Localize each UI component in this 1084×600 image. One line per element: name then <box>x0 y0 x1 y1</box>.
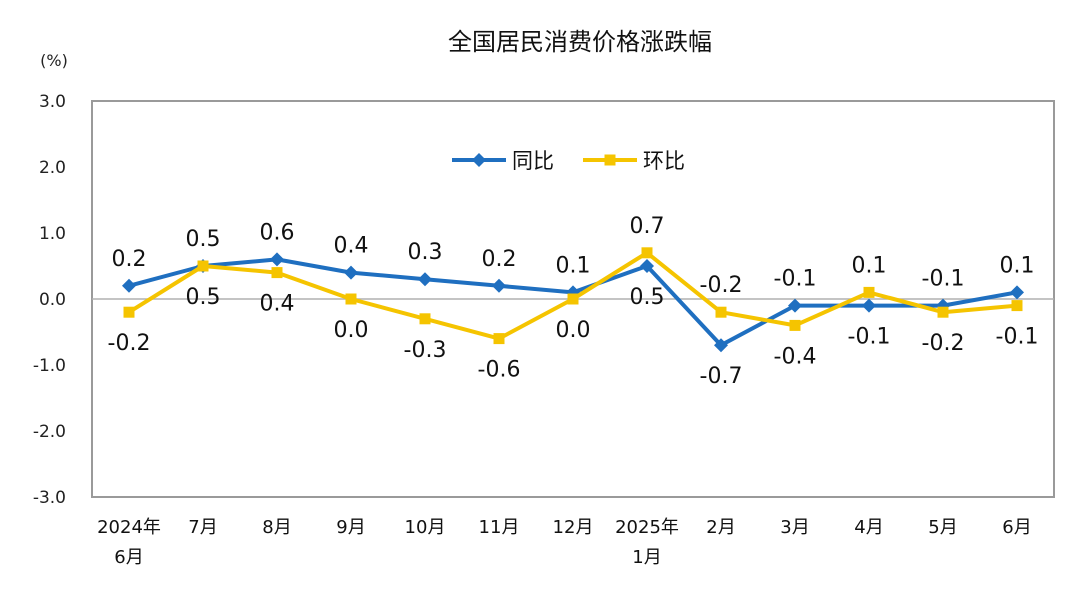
series-point-square <box>493 333 505 345</box>
series-point-diamond <box>344 265 358 280</box>
data-label-yoy: 0.1 <box>556 253 591 278</box>
data-label-yoy: -0.1 <box>922 267 965 292</box>
y-tick-label: -2.0 <box>33 422 66 442</box>
series-point-diamond <box>418 272 432 287</box>
series-point-square <box>567 293 579 305</box>
series-point-diamond <box>862 298 876 313</box>
data-label-mom: 0.1 <box>852 253 887 278</box>
data-label-yoy: 0.2 <box>482 247 517 272</box>
x-tick-label: 5月 <box>928 517 957 538</box>
series-point-square <box>715 306 727 318</box>
series-point-square <box>937 306 949 318</box>
x-tick-label: 7月 <box>188 517 217 538</box>
data-label-mom: -0.6 <box>478 358 521 383</box>
data-label-yoy: 0.5 <box>186 227 221 252</box>
legend-label-1: 同比 <box>512 149 554 173</box>
y-axis-unit: (%) <box>40 51 68 70</box>
x-tick-label: 2024年 6月 <box>97 517 161 568</box>
legend-marker-square <box>604 154 616 166</box>
series-point-square <box>419 313 431 325</box>
data-label-yoy: 0.6 <box>260 220 295 245</box>
data-label-mom: -0.3 <box>404 338 447 363</box>
y-tick-label: 3.0 <box>39 92 66 112</box>
y-tick-label: 1.0 <box>39 224 66 244</box>
chart-title: 全国居民消费价格涨跌幅 <box>448 28 712 56</box>
series-point-square <box>271 267 283 279</box>
series-point-square <box>863 286 875 298</box>
data-label-yoy: 0.2 <box>112 247 147 272</box>
x-tick-label: 6月 <box>1002 517 1031 538</box>
legend-label-2: 环比 <box>643 149 685 173</box>
data-label-mom: -0.2 <box>922 331 965 356</box>
series-point-square <box>1011 300 1023 312</box>
x-tick-label: 2025年 1月 <box>615 517 679 568</box>
y-tick-label: -3.0 <box>33 488 66 508</box>
data-label-yoy: 0.5 <box>630 285 665 310</box>
data-label-mom: -0.2 <box>108 331 151 356</box>
series-point-diamond <box>1010 285 1024 300</box>
data-label-mom: -0.4 <box>774 344 817 369</box>
data-label-mom: 0.5 <box>186 285 221 310</box>
y-tick-label: 2.0 <box>39 158 66 178</box>
data-label-yoy: 0.1 <box>1000 253 1035 278</box>
x-tick-label: 3月 <box>780 517 809 538</box>
x-tick-label: 2月 <box>706 517 735 538</box>
x-tick-label: 8月 <box>262 517 291 538</box>
data-label-mom: -0.1 <box>996 325 1039 350</box>
series-point-square <box>789 319 801 331</box>
x-tick-label: 12月 <box>553 517 594 538</box>
data-label-mom: 0.0 <box>334 318 369 343</box>
data-label-yoy: -0.7 <box>700 364 743 389</box>
data-label-yoy: -0.1 <box>848 325 891 350</box>
x-tick-label: 11月 <box>479 517 520 538</box>
series-point-diamond <box>640 259 654 273</box>
x-tick-label: 9月 <box>336 517 365 538</box>
data-label-yoy: 0.3 <box>408 240 443 265</box>
series-point-diamond <box>788 298 802 313</box>
series-point-diamond <box>270 252 284 267</box>
series-point-square <box>197 260 209 272</box>
series-point-diamond <box>492 278 506 293</box>
data-label-mom: 0.4 <box>260 292 295 317</box>
series-point-diamond <box>122 278 136 293</box>
data-label-mom: 0.7 <box>630 214 665 239</box>
x-tick-label: 10月 <box>405 517 446 538</box>
data-label-mom: -0.2 <box>700 273 743 298</box>
y-tick-label: 0.0 <box>39 290 66 310</box>
legend-marker-diamond <box>472 153 486 167</box>
series-point-diamond <box>714 338 728 353</box>
data-label-mom: 0.0 <box>556 318 591 343</box>
series-point-square <box>123 306 135 318</box>
data-label-yoy: -0.1 <box>774 267 817 292</box>
x-tick-label: 4月 <box>854 517 883 538</box>
series-point-square <box>345 293 357 305</box>
y-tick-label: -1.0 <box>33 356 66 376</box>
data-label-yoy: 0.4 <box>334 234 369 259</box>
series-point-square <box>641 247 653 259</box>
